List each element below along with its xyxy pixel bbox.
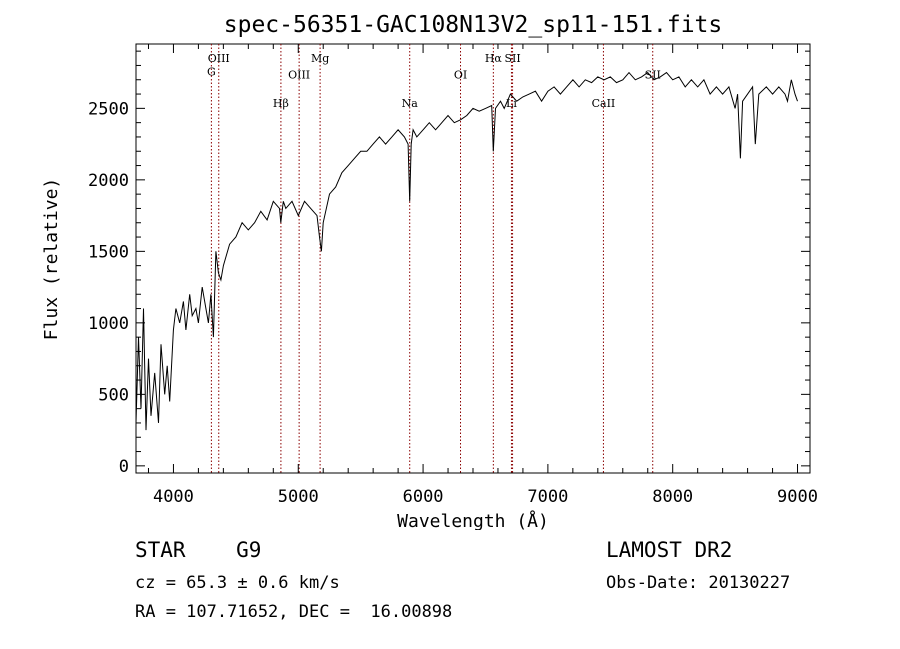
ra-dec: RA = 107.71652, DEC = 16.00898 bbox=[135, 602, 453, 622]
redshift-cz: cz = 65.3 ± 0.6 km/s bbox=[135, 573, 340, 593]
observation-date: Obs-Date: 20130227 bbox=[606, 573, 791, 593]
spectral-line-label: OI bbox=[454, 68, 467, 81]
x-tick-label: 8000 bbox=[652, 487, 693, 507]
y-tick-label: 1000 bbox=[88, 314, 129, 334]
survey-name: LAMOST DR2 bbox=[606, 538, 733, 562]
x-tick-label: 9000 bbox=[777, 487, 818, 507]
x-axis-ticks: 4000 5000 6000 7000 8000 9000 bbox=[147, 44, 818, 507]
spectral-line-label: SII bbox=[504, 52, 520, 65]
spectrum-chart: spec-56351-GAC108N13V2_sp11-151.fits GOI… bbox=[41, 12, 818, 530]
spectral-line-label: SII bbox=[645, 68, 661, 81]
spectrum-line bbox=[135, 71, 798, 431]
spectral-line-label: OIII bbox=[208, 52, 230, 65]
spectral-line-label: Mg bbox=[311, 52, 329, 65]
y-axis-ticks: 0 500 1000 1500 2000 2500 bbox=[88, 50, 810, 477]
object-class: STAR G9 bbox=[135, 538, 262, 562]
x-tick-label: 4000 bbox=[153, 487, 194, 507]
spectral-line-label: CaII bbox=[592, 97, 616, 110]
y-axis-label: Flux (relative) bbox=[41, 178, 62, 341]
y-tick-label: 500 bbox=[98, 385, 129, 405]
spectral-line-label: Na bbox=[402, 97, 419, 110]
x-tick-label: 6000 bbox=[403, 487, 444, 507]
y-tick-label: 0 bbox=[119, 457, 129, 477]
spectral-line-label: Hβ bbox=[273, 97, 289, 110]
x-axis-label: Wavelength (Å) bbox=[397, 510, 549, 530]
spectral-line-label: Hα bbox=[485, 52, 503, 65]
x-tick-label: 5000 bbox=[278, 487, 319, 507]
chart-title: spec-56351-GAC108N13V2_sp11-151.fits bbox=[224, 12, 723, 38]
spectral-line-label: G bbox=[207, 65, 216, 78]
spectral-line-label: Li bbox=[506, 97, 517, 110]
spectral-line-label: OIII bbox=[288, 68, 310, 81]
y-tick-label: 2500 bbox=[88, 99, 129, 119]
y-tick-label: 1500 bbox=[88, 242, 129, 262]
y-tick-label: 2000 bbox=[88, 171, 129, 191]
x-tick-label: 7000 bbox=[527, 487, 568, 507]
